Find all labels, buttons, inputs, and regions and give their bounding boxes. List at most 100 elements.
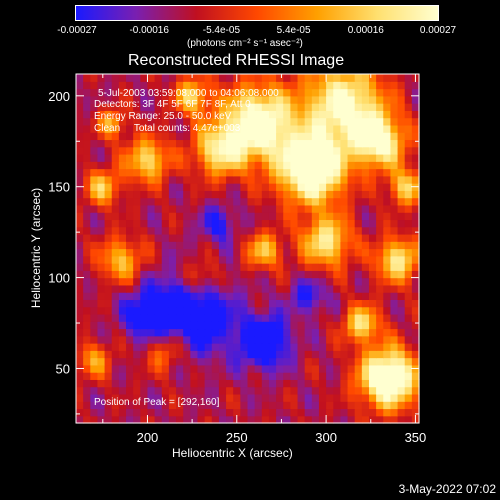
annotation-detectors: Detectors: 3F 4F 5F 6F 7F 8F, Att 0 [94,99,251,110]
heatmap-cell [340,263,349,271]
heatmap-cell [133,153,141,162]
heatmap-cell [318,153,327,162]
heatmap-cell [311,95,320,104]
heatmap-cell [376,241,384,250]
heatmap-cell [118,175,127,184]
heatmap-cell [97,335,106,344]
heatmap-cell [183,415,191,424]
heatmap-cell [240,212,249,221]
heatmap-cell [397,313,406,322]
heatmap-cell [111,183,120,191]
heatmap-cell [126,219,134,228]
heatmap-cell [197,233,206,242]
heatmap-cell [283,270,291,279]
heatmap-cell [111,401,120,410]
heatmap-cell [76,132,84,141]
heatmap-cell [376,153,384,162]
heatmap-cell [133,212,141,221]
heatmap-cell [176,415,184,424]
heatmap-cell [97,306,106,315]
heatmap-cell [211,161,220,170]
heatmap-cell [161,74,170,82]
heatmap-cell [354,335,363,344]
heatmap-cell [218,350,227,359]
heatmap-cell [311,117,320,126]
heatmap-cell [340,153,349,162]
heatmap-cell [118,299,127,308]
heatmap-cell [361,299,370,308]
heatmap-cell [111,393,120,402]
heatmap-cell [154,139,163,148]
heatmap-cell [411,299,420,308]
heatmap-cell [247,401,256,410]
heatmap-cell [211,219,220,228]
heatmap-cell [90,299,99,308]
heatmap-cell [261,212,270,221]
heatmap-cell [340,248,349,257]
heatmap-cell [261,335,270,344]
heatmap-cell [154,103,163,111]
heatmap-cell [347,364,356,373]
heatmap-cell [261,226,270,235]
heatmap-cell [326,74,334,82]
heatmap-cell [218,117,227,126]
heatmap-cell [140,74,149,82]
heatmap-cell [76,386,84,395]
heatmap-cell [354,190,363,199]
heatmap-cell [126,350,134,359]
heatmap-cell [347,233,356,242]
heatmap-cell [333,146,341,155]
heatmap-cell [176,212,184,221]
heatmap-cell [361,132,370,141]
heatmap-cell [340,110,349,119]
heatmap-cell [283,357,291,366]
heatmap-cell [376,299,384,308]
heatmap-cell [76,343,84,351]
heatmap-cell [361,255,370,264]
heatmap-cell [226,204,234,213]
heatmap-cell [211,321,220,330]
heatmap-cell [147,255,156,264]
heatmap-cell [90,110,99,119]
heatmap-cell [361,248,370,257]
heatmap-cell [211,379,220,388]
heatmap-cell [83,139,91,148]
heatmap-cell [333,299,341,308]
heatmap-cell [290,357,299,366]
heatmap-cell [97,190,106,199]
heatmap-cell [226,263,234,271]
heatmap-cell [361,343,370,351]
heatmap-cell [390,284,399,293]
heatmap-cell [111,95,120,104]
heatmap-cell [297,415,306,424]
heatmap-cell [197,132,206,141]
heatmap-cell [340,139,349,148]
heatmap-cell [404,372,413,380]
heatmap-cell [404,74,413,82]
heatmap-cell [276,335,284,344]
heatmap-cell [254,241,263,250]
heatmap-cell [226,233,234,242]
heatmap-cell [168,343,177,351]
heatmap-cell [76,219,84,228]
heatmap-cell [83,175,91,184]
heatmap-cell [340,335,349,344]
heatmap-cell [83,95,91,104]
heatmap-cell [233,313,241,322]
heatmap-cell [304,74,313,82]
heatmap-cell [118,88,127,97]
heatmap-cell [318,197,327,206]
heatmap-cell [297,124,306,133]
heatmap-cell [311,212,320,221]
heatmap-cell [233,103,241,111]
heatmap-cell [376,146,384,155]
colorbar-unit: (photons cm⁻² s⁻¹ asec⁻²) [187,38,303,49]
heatmap-cell [361,270,370,279]
heatmap-cell [161,393,170,402]
heatmap-cell [126,88,134,97]
heatmap-cell [383,357,392,366]
heatmap-cell [140,292,149,300]
heatmap-cell [197,299,206,308]
heatmap-cell [254,408,263,417]
heatmap-cell [376,110,384,119]
